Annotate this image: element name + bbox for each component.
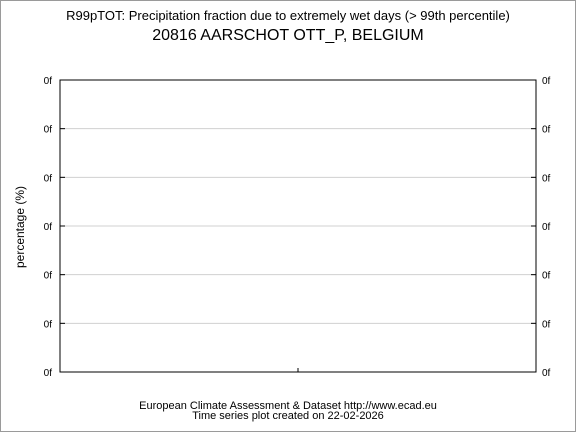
tick-labels: 0f 0f 0f 0f 0f 0f 0f 0f 0f 0f 0f 0f 0f 0f xyxy=(44,76,551,379)
footer-credit: European Climate Assessment & Dataset ht… xyxy=(139,400,437,412)
y-tick-label-left: 0f xyxy=(44,222,53,233)
gridlines xyxy=(60,128,536,324)
y-tick-label-left: 0f xyxy=(44,125,53,136)
y-tick-label-right: 0f xyxy=(542,319,551,330)
y-tick-label-right: 0f xyxy=(542,368,551,379)
chart-title: R99pTOT: Precipitation fraction due to e… xyxy=(66,8,510,23)
chart-subtitle: 20816 AARSCHOT OTT_P, BELGIUM xyxy=(152,27,424,44)
y-tick-label-right: 0f xyxy=(542,125,551,136)
y-tick-label-right: 0f xyxy=(542,173,551,184)
y-tick-label-left: 0f xyxy=(44,319,53,330)
y-tick-label-right: 0f xyxy=(542,271,551,282)
footer-created: Time series plot created on 22-02-2026 xyxy=(192,410,384,422)
axis-ticks xyxy=(60,79,536,373)
y-tick-label-left: 0f xyxy=(44,76,53,87)
y-tick-label-right: 0f xyxy=(542,222,551,233)
y-tick-label-left: 0f xyxy=(44,173,53,184)
y-tick-label-right: 0f xyxy=(542,76,551,87)
y-tick-label-left: 0f xyxy=(44,271,53,282)
y-tick-label-left: 0f xyxy=(44,368,53,379)
